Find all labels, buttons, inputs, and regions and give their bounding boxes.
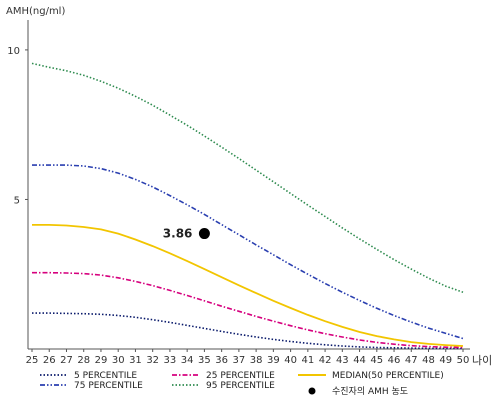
x-tick-label: 45	[370, 355, 383, 366]
legend-label: 5 PERCENTILE	[74, 371, 137, 381]
legend-point-marker	[308, 387, 316, 395]
patient-point	[198, 228, 210, 240]
legend-label: 75 PERCENTILE	[74, 381, 143, 391]
legend-point-label: 수진자의 AMH 농도	[332, 386, 408, 397]
x-tick-label: 31	[129, 355, 142, 366]
series-line-4	[31, 62, 464, 293]
x-tick-label: 37	[233, 355, 246, 366]
x-tick-label: 33	[164, 355, 177, 366]
series-lines	[31, 62, 464, 350]
x-tick-label: 47	[405, 355, 418, 366]
patient-point-label: 3.86	[163, 227, 193, 241]
y-tick-label: 10	[7, 46, 20, 57]
x-tick-label: 50	[457, 355, 470, 366]
x-tick-label: 40	[284, 355, 297, 366]
series-line-0	[32, 312, 463, 350]
x-tick-label: 35	[198, 355, 211, 366]
legend-label: MEDIAN(50 PERCENTILE)	[332, 371, 444, 381]
x-tick-label: 44	[353, 355, 366, 366]
series-line-1	[32, 271, 464, 349]
y-tick-label: 5	[14, 195, 20, 206]
legend-label: 95 PERCENTILE	[206, 381, 275, 391]
x-tick-label: 29	[95, 355, 108, 366]
x-tick-label: 42	[319, 355, 332, 366]
x-tick-label: 25	[26, 355, 39, 366]
series-line-2	[32, 223, 464, 347]
patient-point-group: 3.86	[163, 227, 210, 241]
x-tick-label: 48	[422, 355, 435, 366]
y-ticks: 5 10	[7, 46, 28, 206]
x-tick-label: 30	[112, 355, 125, 366]
legend-label: 25 PERCENTILE	[206, 371, 275, 381]
legend: 5 PERCENTILE 25 PERCENTILE MEDIAN(50 PERCE…	[40, 371, 444, 397]
x-tick-label: 26	[43, 355, 56, 366]
x-tick-label: 41	[301, 355, 314, 366]
x-axis-label: 나이	[472, 354, 492, 367]
x-tick-label: 38	[250, 355, 263, 366]
x-tick-label: 49	[439, 355, 452, 366]
x-tick-label: 32	[146, 355, 159, 366]
x-tick-label: 43	[336, 355, 349, 366]
x-tick-label: 46	[388, 355, 401, 366]
x-tick-label: 27	[60, 355, 73, 366]
x-tick-label: 39	[267, 355, 280, 366]
series-line-3	[32, 164, 464, 340]
x-tick-label: 36	[215, 355, 228, 366]
x-tick-label: 28	[77, 355, 90, 366]
x-tick-label: 34	[181, 355, 194, 366]
x-ticks: 25 26 27 28 29 30 31 32 33 34 35 36 37 38 39 40 41 42 43 44…	[26, 349, 470, 366]
y-axis-label: AMH(ng/ml)	[6, 6, 65, 17]
